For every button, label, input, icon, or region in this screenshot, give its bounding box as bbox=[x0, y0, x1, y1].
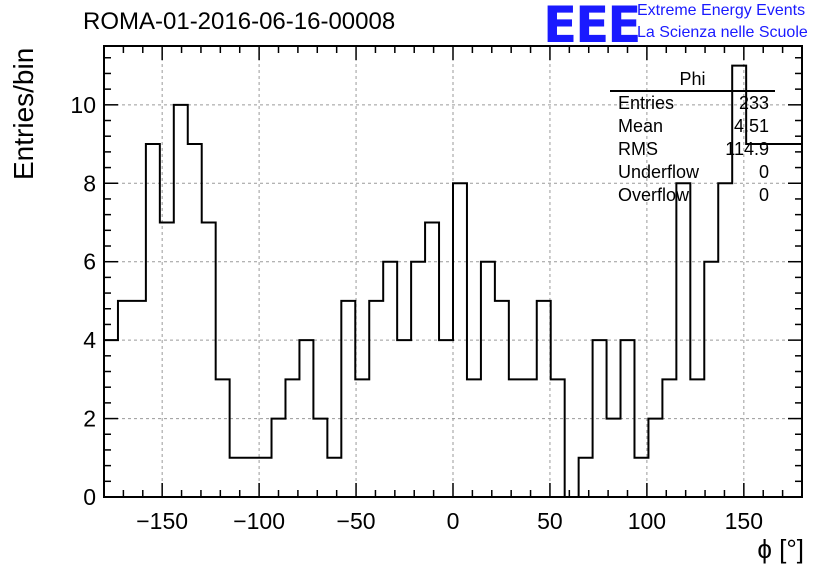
histogram-bin bbox=[230, 458, 244, 497]
axis-ticks bbox=[104, 46, 803, 498]
logo-line-1: Extreme Energy Events bbox=[637, 2, 806, 19]
histogram-bin bbox=[174, 105, 188, 497]
y-tick-label: 8 bbox=[83, 170, 96, 196]
x-tick-label: −150 bbox=[136, 508, 188, 534]
histogram-bin bbox=[509, 379, 523, 497]
stats-row-entries: Entries 233 bbox=[610, 92, 775, 115]
stats-label: Mean bbox=[618, 116, 664, 136]
histogram-bin bbox=[676, 183, 690, 497]
histogram-bin bbox=[495, 301, 509, 497]
stats-value: 233 bbox=[738, 93, 769, 113]
y-axis-label: Entries/bin bbox=[8, 47, 39, 180]
y-tick-label: 4 bbox=[83, 327, 96, 353]
x-axis-label: ϕ [°] bbox=[757, 534, 804, 564]
axis-tick-labels: −150 −100 −50 0 50 100 150 0 2 4 6 8 10 bbox=[70, 92, 763, 534]
stats-row-underflow: Underflow 0 bbox=[610, 161, 775, 184]
histogram-bin bbox=[551, 379, 565, 497]
histogram-bin bbox=[607, 419, 621, 497]
stats-row-mean: Mean 4.51 bbox=[610, 115, 775, 138]
histogram-bin bbox=[453, 183, 467, 497]
stats-value: 4.51 bbox=[733, 116, 769, 136]
histogram-bin bbox=[327, 458, 341, 497]
histogram-bin bbox=[355, 379, 369, 497]
histogram-bin bbox=[439, 340, 453, 497]
histogram-bin bbox=[202, 222, 216, 497]
y-tick-label: 0 bbox=[83, 484, 96, 510]
histogram-bin bbox=[216, 379, 230, 497]
histogram-bin bbox=[704, 262, 718, 497]
histogram-bin bbox=[690, 379, 704, 497]
histogram-bin bbox=[774, 144, 788, 497]
stats-row-overflow: Overflow 0 bbox=[610, 184, 775, 207]
histogram-bin bbox=[285, 379, 299, 497]
histogram-bin bbox=[467, 379, 481, 497]
histogram-bin bbox=[383, 262, 397, 497]
stats-value: 0 bbox=[758, 162, 769, 182]
histogram-bin bbox=[313, 419, 327, 497]
histogram-bin bbox=[621, 340, 635, 497]
y-tick-label: 6 bbox=[83, 249, 96, 275]
histogram-bin bbox=[718, 183, 732, 497]
stats-label: RMS bbox=[618, 139, 658, 159]
y-tick-label: 10 bbox=[70, 92, 96, 118]
histogram-bin bbox=[132, 301, 146, 497]
histogram-bin bbox=[481, 262, 495, 497]
eee-logo: EEE bbox=[543, 0, 641, 54]
stats-row-rms: RMS 114.9 bbox=[610, 138, 775, 161]
y-tick-label: 2 bbox=[83, 406, 96, 432]
stats-label: Overflow bbox=[618, 185, 690, 205]
histogram-bin bbox=[397, 340, 411, 497]
histogram-bin bbox=[272, 419, 286, 497]
histogram-bin bbox=[341, 301, 355, 497]
chart-title: ROMA-01-2016-06-16-00008 bbox=[83, 8, 396, 35]
x-tick-label: 100 bbox=[628, 508, 666, 534]
x-tick-label: −100 bbox=[233, 508, 285, 534]
logo-line-2: La Scienza nelle Scuole bbox=[637, 24, 808, 41]
histogram-bin bbox=[411, 262, 425, 497]
histogram-bin bbox=[593, 340, 607, 497]
stats-value: 114.9 bbox=[725, 139, 769, 159]
histogram-bin bbox=[648, 419, 662, 497]
stats-box-title: Phi bbox=[610, 68, 775, 92]
histogram-bin bbox=[537, 301, 551, 497]
x-tick-label: 50 bbox=[537, 508, 563, 534]
histogram-bin bbox=[299, 340, 313, 497]
histogram-bin bbox=[788, 144, 802, 497]
histogram-bin bbox=[188, 144, 202, 497]
x-tick-label: −50 bbox=[337, 508, 376, 534]
x-tick-label: 0 bbox=[447, 508, 460, 534]
histogram-bin bbox=[369, 301, 383, 497]
histogram-bin bbox=[523, 379, 537, 497]
histogram-bin bbox=[160, 222, 174, 497]
x-tick-label: 150 bbox=[725, 508, 763, 534]
histogram-bin bbox=[662, 379, 676, 497]
histogram-bin bbox=[579, 458, 593, 497]
stats-label: Underflow bbox=[618, 162, 700, 182]
histogram-outline bbox=[104, 64, 802, 498]
histogram-bin bbox=[425, 222, 439, 497]
histogram-bars bbox=[104, 64, 802, 498]
stats-box: Phi Entries 233 Mean 4.51 RMS 114.9 Unde… bbox=[610, 68, 775, 207]
histogram-bin bbox=[244, 458, 258, 497]
histogram-bin bbox=[118, 301, 132, 497]
stats-value: 0 bbox=[758, 185, 769, 205]
stats-label: Entries bbox=[618, 93, 675, 113]
histogram-bin bbox=[146, 144, 160, 497]
